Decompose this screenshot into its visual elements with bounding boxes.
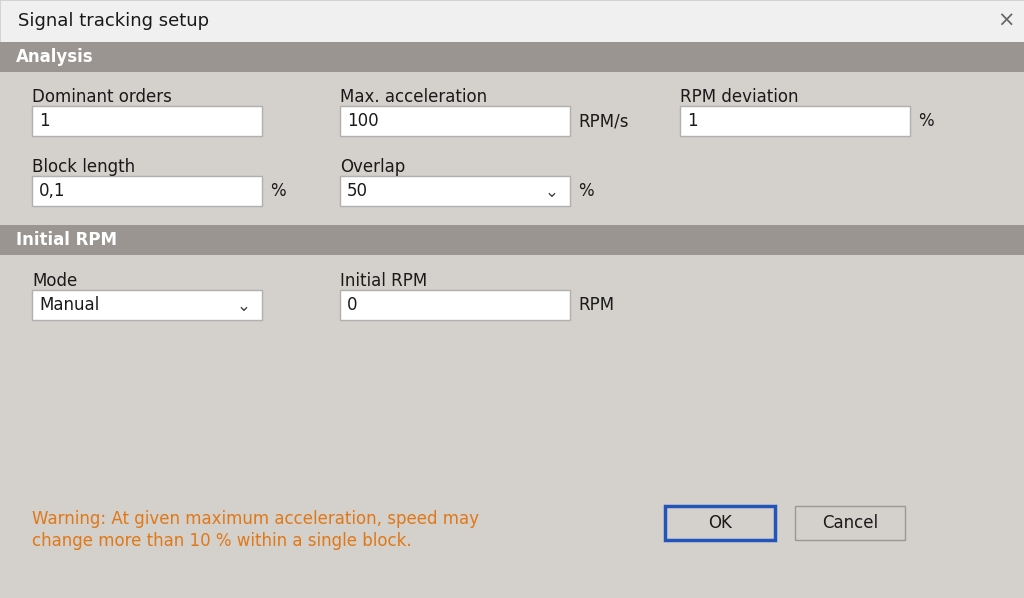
Text: Manual: Manual: [39, 296, 99, 314]
Text: %: %: [918, 112, 934, 130]
Text: ⌄: ⌄: [545, 183, 559, 201]
Bar: [340, 106, 570, 136]
Text: Block length: Block length: [32, 158, 135, 176]
Text: Cancel: Cancel: [822, 514, 878, 532]
Text: ×: ×: [997, 11, 1015, 31]
Text: 50: 50: [347, 182, 368, 200]
Text: %: %: [578, 182, 594, 200]
Text: RPM/s: RPM/s: [578, 112, 629, 130]
Bar: [32, 176, 262, 206]
Text: 1: 1: [687, 112, 697, 130]
Text: 1: 1: [39, 112, 49, 130]
Text: Max. acceleration: Max. acceleration: [340, 88, 487, 106]
Bar: [32, 290, 262, 320]
Bar: [0, 225, 1024, 255]
Bar: [32, 106, 262, 136]
Text: %: %: [270, 182, 286, 200]
Bar: [795, 506, 905, 540]
Bar: [340, 290, 570, 320]
Text: RPM deviation: RPM deviation: [680, 88, 799, 106]
Text: Dominant orders: Dominant orders: [32, 88, 172, 106]
Text: Mode: Mode: [32, 272, 77, 290]
Text: Initial RPM: Initial RPM: [340, 272, 427, 290]
Text: change more than 10 % within a single block.: change more than 10 % within a single bl…: [32, 532, 412, 550]
Text: Signal tracking setup: Signal tracking setup: [18, 12, 209, 30]
Text: RPM: RPM: [578, 296, 614, 314]
Text: Warning: At given maximum acceleration, speed may: Warning: At given maximum acceleration, …: [32, 510, 479, 528]
Text: Initial RPM: Initial RPM: [16, 231, 117, 249]
Text: 0: 0: [347, 296, 357, 314]
Bar: [680, 106, 910, 136]
Bar: [0, 0, 1024, 42]
Bar: [340, 176, 570, 206]
Text: ⌄: ⌄: [238, 297, 251, 315]
Bar: [665, 506, 775, 540]
Text: Analysis: Analysis: [16, 48, 93, 66]
Text: Overlap: Overlap: [340, 158, 406, 176]
Text: 100: 100: [347, 112, 379, 130]
Text: OK: OK: [708, 514, 732, 532]
Text: 0,1: 0,1: [39, 182, 66, 200]
Bar: [0, 42, 1024, 72]
